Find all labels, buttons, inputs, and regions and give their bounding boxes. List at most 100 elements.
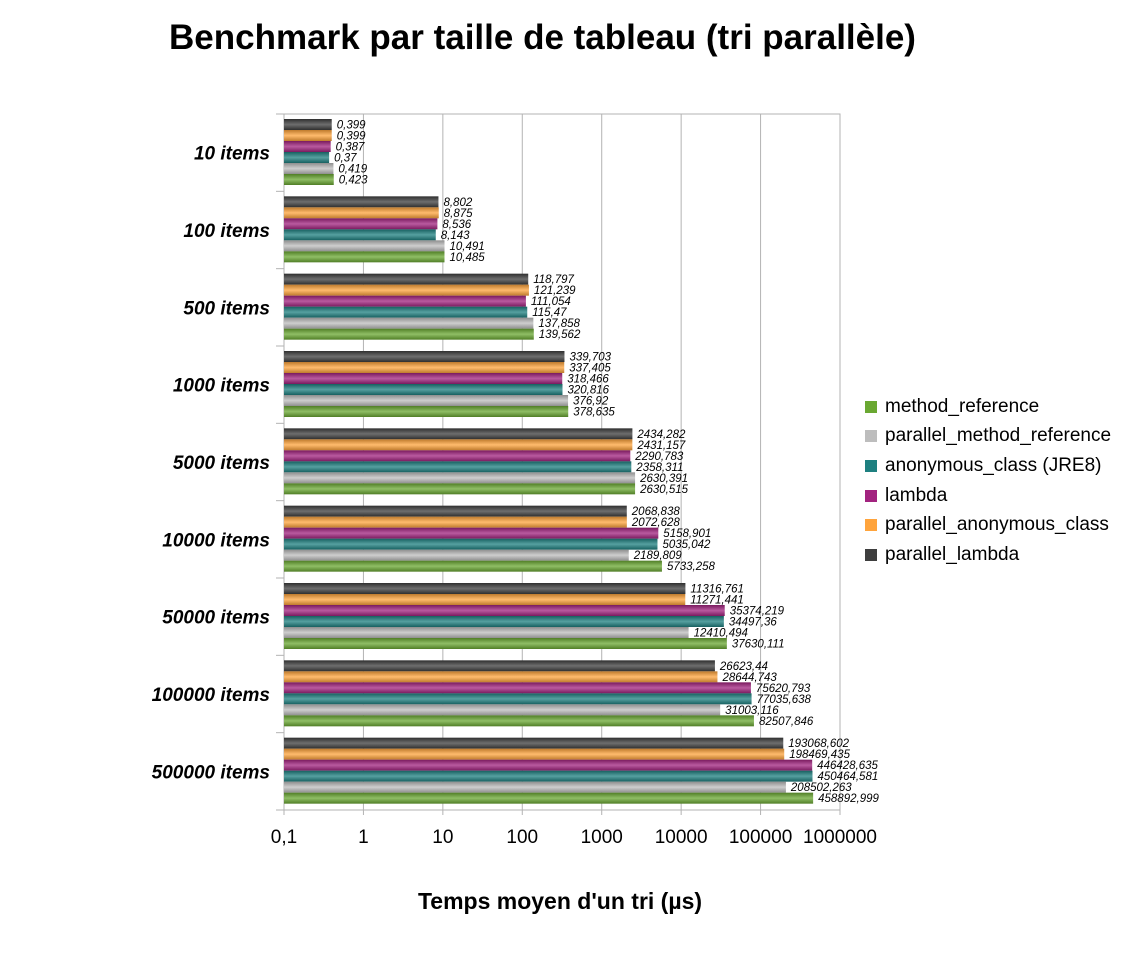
data-label: 28644,743 (721, 672, 777, 684)
bar-method-reference (284, 406, 569, 417)
x-tick-label: 1000 (581, 827, 623, 848)
legend-item: parallel_method_reference (865, 422, 1111, 452)
bar-parallel-lambda (284, 737, 784, 749)
data-label: 37630,111 (732, 639, 785, 651)
bar-parallel-lambda (284, 505, 627, 517)
bar-parallel-lambda (284, 196, 439, 208)
category-label: 100 items (183, 221, 270, 242)
category-label: 5000 items (173, 453, 270, 474)
bar-lambda (284, 682, 751, 694)
bar-layer (284, 119, 814, 804)
bar-parallel-method-reference (284, 240, 445, 252)
bar-parallel-anonymous-class (284, 594, 686, 605)
bar-method-reference (284, 560, 662, 572)
bar-parallel-anonymous-class (284, 130, 332, 141)
legend-item: parallel_anonymous_class (865, 510, 1111, 540)
data-label: 2068,838 (631, 506, 681, 518)
bar-anonymous-class-jre8- (284, 152, 330, 163)
legend-item: anonymous_class (JRE8) (865, 451, 1111, 481)
legend-item: parallel_lambda (865, 540, 1111, 570)
data-label: 2630,391 (639, 473, 688, 485)
bar-method-reference (284, 715, 754, 727)
data-label: 75620,793 (756, 683, 811, 695)
data-label: 115,47 (532, 307, 567, 319)
bar-parallel-method-reference (284, 704, 721, 716)
category-label: 100000 items (152, 685, 270, 706)
legend-swatch (865, 548, 877, 561)
data-label: 34497,36 (729, 617, 778, 629)
x-tick-label: 100 (506, 827, 538, 848)
legend: method_reference parallel_method_referenc… (865, 392, 1111, 570)
data-label: 11316,761 (690, 584, 744, 596)
data-label: 2189,809 (633, 550, 683, 562)
bar-parallel-lambda (284, 273, 529, 285)
bar-parallel-anonymous-class (284, 207, 439, 219)
data-label: 193068,602 (788, 738, 849, 750)
data-label: 5035,042 (662, 539, 711, 551)
data-label: 450464,581 (817, 771, 878, 783)
bar-parallel-anonymous-class (284, 439, 633, 451)
data-label: 8,143 (441, 230, 470, 242)
bar-parallel-method-reference (284, 163, 334, 174)
bar-method-reference (284, 483, 636, 495)
bar-lambda (284, 295, 526, 307)
legend-swatch (865, 400, 877, 413)
bar-parallel-anonymous-class (284, 671, 718, 683)
bar-parallel-lambda (284, 428, 633, 440)
bar-parallel-method-reference (284, 317, 534, 329)
data-label: 139,562 (539, 329, 581, 341)
bar-lambda (284, 450, 631, 462)
data-label: 77035,638 (757, 694, 812, 706)
data-label: 0,37 (334, 153, 357, 165)
data-label: 2358,311 (635, 462, 683, 474)
data-label: 31003,116 (725, 705, 779, 717)
category-label: 500000 items (152, 762, 270, 783)
x-tick-label: 10 (432, 827, 453, 848)
bar-method-reference (284, 251, 445, 263)
data-label: 446428,635 (817, 760, 878, 772)
x-axis-title: Temps moyen d'un tri (µs) (417, 888, 703, 914)
data-label: 2431,157 (636, 440, 686, 452)
legend-swatch (865, 430, 877, 443)
x-tick-label: 1000000 (803, 827, 877, 848)
data-label-layer: 0,3990,3990,3870,370,4190,4238,8028,8758… (334, 120, 879, 806)
legend-label: lambda (885, 484, 948, 506)
data-label: 337,405 (569, 363, 611, 375)
bar-anonymous-class-jre8- (284, 306, 528, 318)
data-label: 8,536 (442, 219, 471, 231)
data-label: 2434,282 (636, 429, 686, 441)
bar-parallel-anonymous-class (284, 748, 785, 760)
bar-anonymous-class-jre8- (284, 384, 563, 395)
category-label: 500 items (183, 298, 270, 319)
bar-anonymous-class-jre8- (284, 538, 658, 550)
data-label: 8,802 (443, 197, 472, 209)
bar-anonymous-class-jre8- (284, 770, 813, 782)
data-label: 26623,44 (719, 661, 768, 673)
data-label: 11271,441 (690, 595, 744, 607)
data-label: 118,797 (533, 274, 574, 286)
data-label: 137,858 (538, 318, 580, 330)
bar-parallel-lambda (284, 119, 332, 130)
legend-label: parallel_lambda (885, 543, 1020, 565)
bar-anonymous-class-jre8- (284, 461, 632, 473)
legend-label: parallel_method_reference (885, 425, 1112, 447)
data-label: 378,635 (573, 407, 615, 419)
data-label: 339,703 (569, 352, 611, 364)
data-label: 208502,263 (790, 782, 852, 794)
bar-lambda (284, 759, 813, 771)
data-label: 121,239 (534, 285, 576, 297)
legend-label: method_reference (885, 395, 1040, 417)
category-label: 50000 items (162, 608, 270, 629)
bar-lambda (284, 218, 438, 230)
legend-swatch (865, 459, 877, 472)
category-label: 1000 items (173, 376, 270, 397)
x-tick-label: 100000 (729, 827, 792, 848)
data-label: 5158,901 (663, 528, 711, 540)
data-label: 111,054 (531, 296, 571, 308)
legend-label: parallel_anonymous_class (885, 514, 1109, 536)
bar-parallel-lambda (284, 583, 686, 594)
x-tick-label: 10000 (655, 827, 708, 848)
bar-parallel-anonymous-class (284, 284, 529, 296)
bar-parallel-anonymous-class (284, 516, 627, 528)
